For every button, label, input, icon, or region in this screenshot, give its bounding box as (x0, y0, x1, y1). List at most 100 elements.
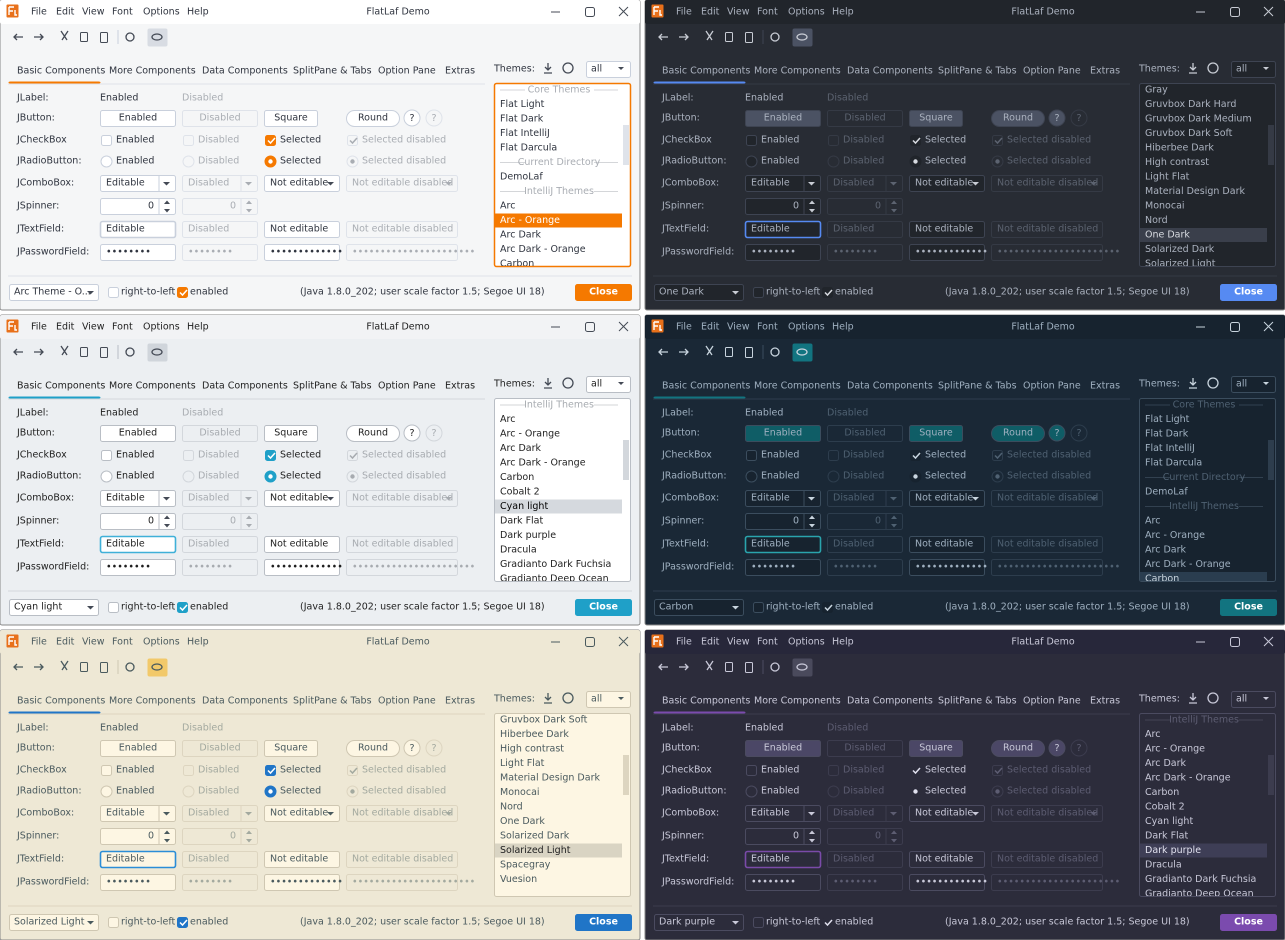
themes-filter[interactable] (586, 61, 631, 78)
checkbox[interactable] (746, 135, 757, 146)
combo-box[interactable] (264, 805, 340, 822)
combo-box[interactable] (909, 490, 985, 507)
toolbar-toggle[interactable] (147, 343, 168, 362)
close-button[interactable] (575, 914, 632, 931)
enabled-checkbox[interactable] (177, 287, 188, 298)
list-item[interactable]: Nord (1145, 215, 1168, 226)
textfield[interactable] (909, 536, 985, 553)
button[interactable] (991, 740, 1045, 757)
close-button[interactable] (1220, 914, 1277, 931)
list-item[interactable]: Solarized Dark (500, 831, 570, 842)
textfield[interactable] (264, 221, 340, 238)
help-button[interactable] (403, 109, 421, 127)
rtl-checkbox[interactable] (753, 287, 764, 298)
button[interactable] (100, 110, 176, 127)
password[interactable] (264, 874, 340, 891)
button[interactable] (909, 740, 963, 757)
list-item[interactable]: Arc Dark (1145, 545, 1186, 556)
radio-button[interactable] (745, 785, 758, 798)
rtl-checkbox[interactable] (753, 917, 764, 928)
list-item[interactable]: Arc Dark - Orange (500, 458, 586, 469)
password[interactable] (100, 244, 176, 261)
checkbox[interactable] (746, 765, 757, 776)
list-item[interactable]: Light Flat (500, 758, 545, 769)
button[interactable] (264, 425, 318, 442)
list-item[interactable]: Gradianto Dark Fuchsia (500, 559, 611, 570)
checkbox[interactable] (910, 450, 921, 461)
password[interactable] (264, 559, 340, 576)
button[interactable] (100, 740, 176, 757)
list-item[interactable]: Dark purple (1145, 845, 1201, 856)
list-item[interactable]: Arc - Orange (1145, 744, 1205, 755)
enabled-checkbox[interactable] (822, 602, 833, 613)
button[interactable] (745, 425, 821, 442)
toolbar-toggle[interactable] (147, 658, 168, 677)
list-item[interactable]: Gradianto Deep Ocean (500, 574, 609, 585)
list-item[interactable]: Nord (500, 802, 523, 813)
list-item[interactable]: Monocai (1145, 201, 1185, 212)
help-button[interactable] (403, 739, 421, 757)
theme-combo[interactable] (9, 599, 99, 616)
checkbox[interactable] (101, 765, 112, 776)
list-item[interactable]: Dracula (1145, 860, 1182, 871)
list-item[interactable]: Cyan light (500, 501, 548, 512)
list-item[interactable]: Dark Flat (1145, 831, 1188, 842)
textfield[interactable] (264, 851, 340, 868)
button[interactable] (991, 425, 1045, 442)
password[interactable] (745, 874, 821, 891)
list-item[interactable]: Arc - Orange (500, 429, 560, 440)
rtl-checkbox[interactable] (108, 602, 119, 613)
help-button[interactable] (1048, 739, 1066, 757)
enabled-checkbox[interactable] (822, 917, 833, 928)
theme-combo[interactable] (654, 284, 744, 301)
maximize-button[interactable] (585, 7, 595, 17)
theme-combo[interactable] (9, 914, 99, 931)
checkbox[interactable] (265, 765, 276, 776)
button[interactable] (100, 425, 176, 442)
list-item[interactable]: Arc Dark (1145, 758, 1186, 769)
list-item[interactable]: Arc - Orange (500, 215, 560, 226)
checkbox[interactable] (101, 135, 112, 146)
combo-box[interactable] (909, 805, 985, 822)
spinner[interactable] (100, 198, 176, 215)
enabled-checkbox[interactable] (177, 917, 188, 928)
password[interactable] (100, 874, 176, 891)
password[interactable] (909, 874, 985, 891)
list-item[interactable]: Solarized Light (1145, 259, 1216, 270)
button[interactable] (745, 110, 821, 127)
rtl-checkbox[interactable] (753, 602, 764, 613)
list-item[interactable]: Dracula (500, 545, 537, 556)
checkbox[interactable] (265, 135, 276, 146)
combo-box[interactable] (100, 175, 176, 192)
list-item[interactable]: Arc (500, 201, 515, 212)
combo-box[interactable] (100, 805, 176, 822)
combo-box[interactable] (745, 805, 821, 822)
spinner[interactable] (745, 828, 821, 845)
list-item[interactable]: One Dark (500, 816, 545, 827)
textfield[interactable] (909, 221, 985, 238)
enabled-checkbox[interactable] (822, 287, 833, 298)
themes-filter[interactable] (1231, 691, 1276, 708)
toolbar-toggle[interactable] (792, 658, 813, 677)
list-item[interactable]: Flat Dark (500, 114, 544, 125)
combo-box[interactable] (100, 490, 176, 507)
theme-combo[interactable] (654, 914, 744, 931)
maximize-button[interactable] (1230, 7, 1240, 17)
combo-box[interactable] (745, 490, 821, 507)
list-item[interactable]: Dark Flat (500, 516, 543, 527)
textfield[interactable] (99, 220, 177, 239)
themes-filter[interactable] (586, 691, 631, 708)
help-button[interactable] (1048, 109, 1066, 127)
radio-button[interactable] (100, 470, 113, 483)
list-item[interactable]: Gruvbox Dark Soft (500, 715, 588, 726)
toolbar-toggle[interactable] (147, 28, 168, 47)
toolbar-toggle[interactable] (792, 28, 813, 47)
list-item[interactable]: Cobalt 2 (1145, 802, 1185, 813)
list-item[interactable]: Gruvbox Dark Medium (1145, 114, 1252, 125)
list-item[interactable]: Carbon (1145, 787, 1179, 798)
list-item[interactable]: Flat Dark (1145, 429, 1189, 440)
checkbox[interactable] (265, 450, 276, 461)
combo-box[interactable] (264, 175, 340, 192)
list-item[interactable]: Gray (1145, 85, 1168, 96)
themes-filter[interactable] (1231, 61, 1276, 78)
